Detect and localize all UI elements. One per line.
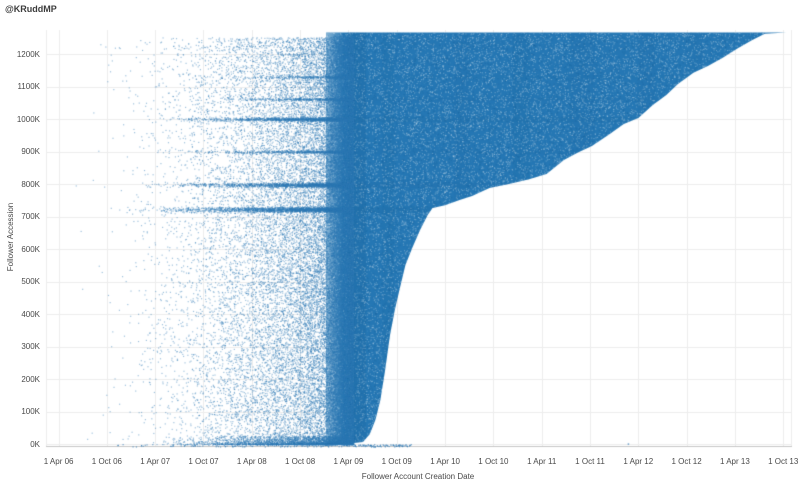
y-tick-label: 1000K [16,114,40,124]
x-tick-label: 1 Apr 13 [719,457,750,466]
y-tick-label: 1100K [17,82,40,91]
x-tick-label: 1 Oct 13 [768,457,799,466]
x-tick-label: 1 Oct 07 [188,457,219,466]
x-tick-label: 1 Apr 11 [527,457,557,466]
y-axis-title: Follower Accession [6,202,15,272]
y-tick-label: 400K [21,309,40,319]
x-tick-label: 1 Oct 06 [91,457,123,466]
x-tick-label: 1 Oct 11 [575,457,605,466]
y-tick-label: 600K [21,244,40,254]
x-tick-label: 1 Apr 08 [236,457,267,466]
y-tick-label: 900K [21,147,40,156]
y-tick-label: 800K [21,179,40,189]
x-tick-label: 1 Apr 07 [140,457,171,466]
x-tick-label: 1 Oct 10 [478,457,509,466]
y-tick-label: 500K [21,277,40,286]
y-tick-label: 700K [21,212,40,221]
y-tick-label: 300K [21,342,40,351]
x-tick-label: 1 Oct 08 [284,457,316,466]
y-tick-label: 0K [30,439,40,449]
y-tick-label: 100K [21,407,40,416]
x-tick-label: 1 Oct 09 [381,457,412,466]
y-tick-label: 200K [21,374,40,384]
x-axis-title: Follower Account Creation Date [361,472,475,481]
x-tick-label: 1 Apr 09 [333,457,364,466]
x-tick-label: 1 Apr 06 [43,457,74,466]
y-tick-label: 1200K [16,49,40,59]
x-tick-label: 1 Oct 12 [671,457,702,466]
chart-title: @KRuddMP [5,4,57,14]
x-tick-label: 1 Apr 10 [430,457,460,466]
x-tick-label: 1 Apr 12 [623,457,654,466]
